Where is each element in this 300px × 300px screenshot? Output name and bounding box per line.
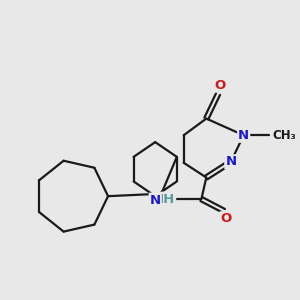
Text: N: N	[150, 194, 161, 207]
Text: NH: NH	[153, 193, 175, 206]
Text: N: N	[238, 129, 249, 142]
Text: N: N	[225, 155, 236, 168]
Text: CH₃: CH₃	[272, 129, 296, 142]
Text: O: O	[214, 79, 226, 92]
Text: O: O	[220, 212, 232, 225]
